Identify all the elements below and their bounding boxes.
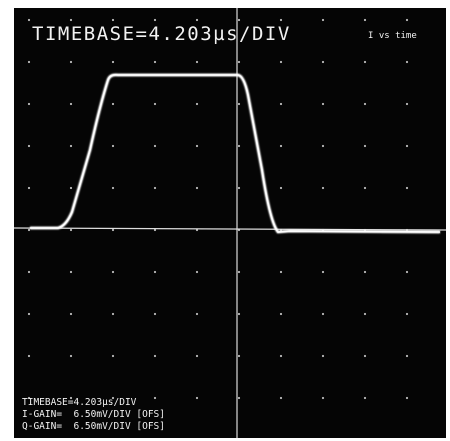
footer-line: I-GAIN= 6.50mV/DIV [OFS]	[22, 409, 165, 420]
oscilloscope-screen: TIMEBASE=4.203µs/DIV I vs time TIMEBASE=…	[0, 0, 450, 441]
graticule-dots	[14, 8, 446, 438]
timebase-header: TIMEBASE=4.203µs/DIV	[32, 23, 291, 45]
caption: I vs time	[368, 31, 417, 41]
footer-line: Q-GAIN= 6.50mV/DIV [OFS]	[22, 421, 165, 432]
footer-line: TIMEBASE=4.203µs/DIV	[22, 397, 137, 408]
